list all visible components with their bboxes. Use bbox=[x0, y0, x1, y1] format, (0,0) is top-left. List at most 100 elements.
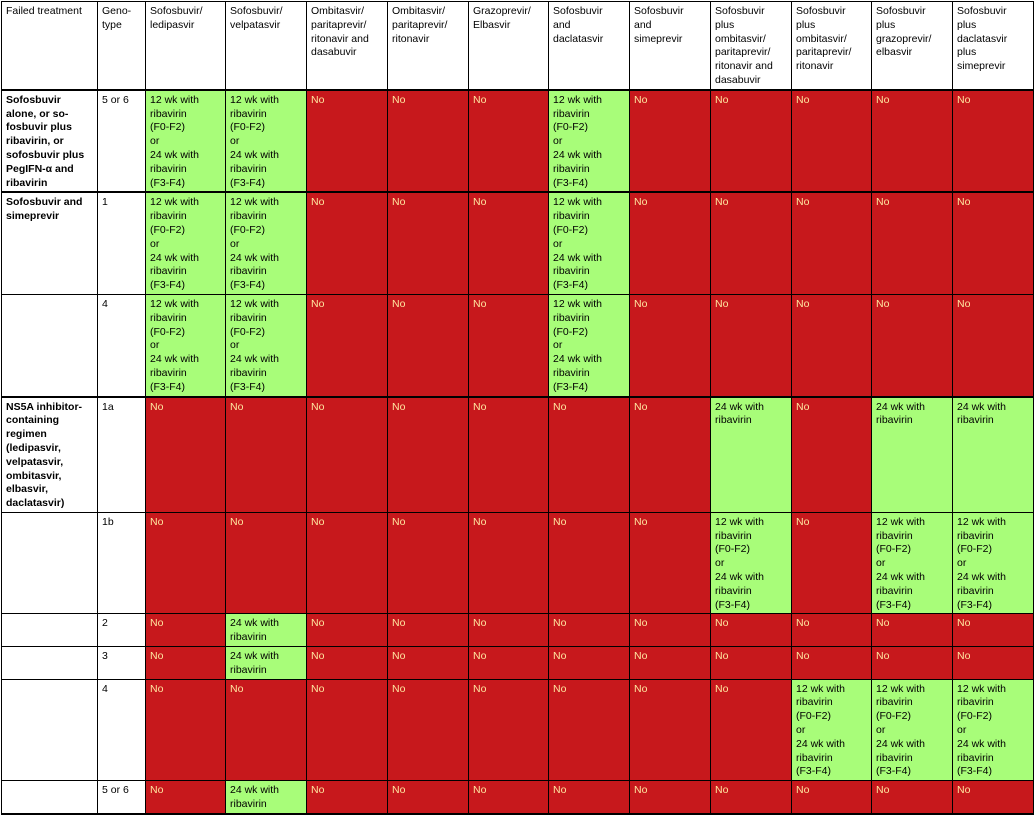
not-recommended-cell: No bbox=[791, 613, 872, 648]
not-recommended-cell: No bbox=[710, 678, 792, 782]
not-recommended-cell: No bbox=[387, 89, 469, 194]
recommended-regimen-cell: 12 wk with ribavirin (F0-F2) or 24 wk with ri… bbox=[145, 293, 226, 398]
not-recommended-cell: No bbox=[629, 613, 711, 648]
not-recommended-cell: No bbox=[468, 678, 549, 782]
not-recommended-cell: No bbox=[629, 89, 711, 194]
table-row: 3 No 24 wk with ribavirin No No No No No No No No No bbox=[1, 646, 1034, 680]
recommended-regimen-cell: 24 wk with ribavirin bbox=[871, 395, 953, 513]
recommended-regimen-cell: 12 wk with ribavirin (F0-F2) or 24 wk with ri… bbox=[791, 678, 872, 782]
failed-treatment-continued-cell bbox=[1, 613, 98, 648]
recommended-regimen-cell: 12 wk with ribavirin (F0-F2) or 24 wk with ri… bbox=[710, 511, 792, 615]
genotype-cell: 5 or 6 bbox=[97, 89, 146, 194]
header-sof-simeprevir: Sofosbuvir and simeprevir bbox=[629, 0, 711, 91]
not-recommended-cell: No bbox=[710, 613, 792, 648]
failed-treatment-continued-cell bbox=[1, 293, 98, 398]
not-recommended-cell: No bbox=[468, 89, 549, 194]
not-recommended-cell: No bbox=[629, 191, 711, 295]
not-recommended-cell: No bbox=[710, 646, 792, 680]
not-recommended-cell: No bbox=[387, 191, 469, 295]
not-recommended-cell: No bbox=[306, 89, 388, 194]
not-recommended-cell: No bbox=[387, 511, 469, 615]
not-recommended-cell: No bbox=[548, 395, 630, 513]
not-recommended-cell: No bbox=[952, 89, 1034, 194]
not-recommended-cell: No bbox=[952, 293, 1034, 398]
table-row: 5 or 6 No 24 wk with ribavirin No No No No No No N… bbox=[1, 780, 1034, 815]
failed-treatment-continued-cell bbox=[1, 780, 98, 815]
header-sof-velpatasvir: Sofosbuvir/velpatasvir bbox=[225, 0, 307, 91]
not-recommended-cell: No bbox=[791, 89, 872, 194]
recommended-regimen-cell: 12 wk with ribavirin (F0-F2) or 24 wk with ri… bbox=[548, 89, 630, 194]
genotype-cell: 5 or 6 bbox=[97, 780, 146, 815]
not-recommended-cell: No bbox=[791, 780, 872, 815]
failed-treatment-continued-cell bbox=[1, 678, 98, 782]
not-recommended-cell: No bbox=[468, 191, 549, 295]
not-recommended-cell: No bbox=[871, 780, 953, 815]
header-sof-plus-ombitasvir-paritaprevir-ritonavir-dasabuvir: Sofosbuvir plus ombitasvir/paritaprevir/ri… bbox=[710, 0, 792, 91]
not-recommended-cell: No bbox=[629, 511, 711, 615]
not-recommended-cell: No bbox=[225, 395, 307, 513]
recommended-regimen-cell: 24 wk with ribavirin bbox=[710, 395, 792, 513]
not-recommended-cell: No bbox=[548, 613, 630, 648]
not-recommended-cell: No bbox=[871, 293, 953, 398]
not-recommended-cell: No bbox=[952, 613, 1034, 648]
recommended-regimen-cell: 12 wk with ribavirin (F0-F2) or 24 wk with ri… bbox=[225, 191, 307, 295]
recommended-regimen-cell: 24 wk with ribavirin bbox=[225, 613, 307, 648]
not-recommended-cell: No bbox=[629, 646, 711, 680]
not-recommended-cell: No bbox=[225, 511, 307, 615]
not-recommended-cell: No bbox=[468, 613, 549, 648]
not-recommended-cell: No bbox=[871, 191, 953, 295]
not-recommended-cell: No bbox=[306, 395, 388, 513]
table-row: Sofosbuvir alone, or so-fosbuvir plus riba… bbox=[1, 89, 1034, 194]
not-recommended-cell: No bbox=[225, 678, 307, 782]
not-recommended-cell: No bbox=[791, 511, 872, 615]
failed-treatment-cell: Sofosbuvir and simeprevir bbox=[1, 191, 98, 295]
not-recommended-cell: No bbox=[548, 646, 630, 680]
header-sof-daclatasvir: Sofosbuvir and daclatasvir bbox=[548, 0, 630, 91]
not-recommended-cell: No bbox=[387, 613, 469, 648]
not-recommended-cell: No bbox=[791, 395, 872, 513]
table-row: NS5A inhibitor-containing regimen (ledipas… bbox=[1, 395, 1034, 513]
header-row: Failed treatment Geno-type Sofosbuvir/ledi… bbox=[1, 0, 1034, 91]
not-recommended-cell: No bbox=[468, 293, 549, 398]
recommended-regimen-cell: 12 wk with ribavirin (F0-F2) or 24 wk with ri… bbox=[548, 293, 630, 398]
recommended-regimen-cell: 12 wk with ribavirin (F0-F2) or 24 wk with ri… bbox=[225, 293, 307, 398]
not-recommended-cell: No bbox=[871, 613, 953, 648]
not-recommended-cell: No bbox=[306, 613, 388, 648]
not-recommended-cell: No bbox=[871, 646, 953, 680]
recommended-regimen-cell: 24 wk with ribavirin bbox=[225, 646, 307, 680]
header-sof-plus-daclatasvir-simeprevir: Sofosbuvir plus daclatasvir plus simeprevir bbox=[952, 0, 1034, 91]
not-recommended-cell: No bbox=[145, 511, 226, 615]
not-recommended-cell: No bbox=[387, 646, 469, 680]
failed-treatment-cell: NS5A inhibitor-containing regimen (ledipas… bbox=[1, 395, 98, 513]
not-recommended-cell: No bbox=[629, 395, 711, 513]
not-recommended-cell: No bbox=[468, 780, 549, 815]
not-recommended-cell: No bbox=[710, 780, 792, 815]
recommended-regimen-cell: 24 wk with ribavirin bbox=[952, 395, 1034, 513]
header-sof-plus-ombitasvir-paritaprevir-ritonavir: Sofosbuvir plus ombitasvir/paritaprevir/ri… bbox=[791, 0, 872, 91]
not-recommended-cell: No bbox=[468, 511, 549, 615]
not-recommended-cell: No bbox=[791, 646, 872, 680]
recommended-regimen-cell: 12 wk with ribavirin (F0-F2) or 24 wk with ri… bbox=[145, 89, 226, 194]
not-recommended-cell: No bbox=[629, 678, 711, 782]
not-recommended-cell: No bbox=[387, 780, 469, 815]
not-recommended-cell: No bbox=[468, 646, 549, 680]
not-recommended-cell: No bbox=[548, 678, 630, 782]
recommended-regimen-cell: 12 wk with ribavirin (F0-F2) or 24 wk with ri… bbox=[952, 678, 1034, 782]
not-recommended-cell: No bbox=[306, 678, 388, 782]
failed-treatment-continued-cell bbox=[1, 511, 98, 615]
table-row: 1b No No No No No No No 12 wk with ribavirin (F0-F… bbox=[1, 511, 1034, 615]
genotype-cell: 1 bbox=[97, 191, 146, 295]
genotype-cell: 3 bbox=[97, 646, 146, 680]
not-recommended-cell: No bbox=[871, 89, 953, 194]
not-recommended-cell: No bbox=[145, 678, 226, 782]
header-sof-plus-grazoprevir-elbasvir: Sofosbuvir plus grazoprevir/elbasvir bbox=[871, 0, 953, 91]
not-recommended-cell: No bbox=[145, 395, 226, 513]
not-recommended-cell: No bbox=[306, 646, 388, 680]
not-recommended-cell: No bbox=[710, 89, 792, 194]
not-recommended-cell: No bbox=[387, 395, 469, 513]
table-row: 2 No 24 wk with ribavirin No No No No No No No No No bbox=[1, 613, 1034, 648]
not-recommended-cell: No bbox=[710, 191, 792, 295]
genotype-cell: 1b bbox=[97, 511, 146, 615]
not-recommended-cell: No bbox=[710, 293, 792, 398]
